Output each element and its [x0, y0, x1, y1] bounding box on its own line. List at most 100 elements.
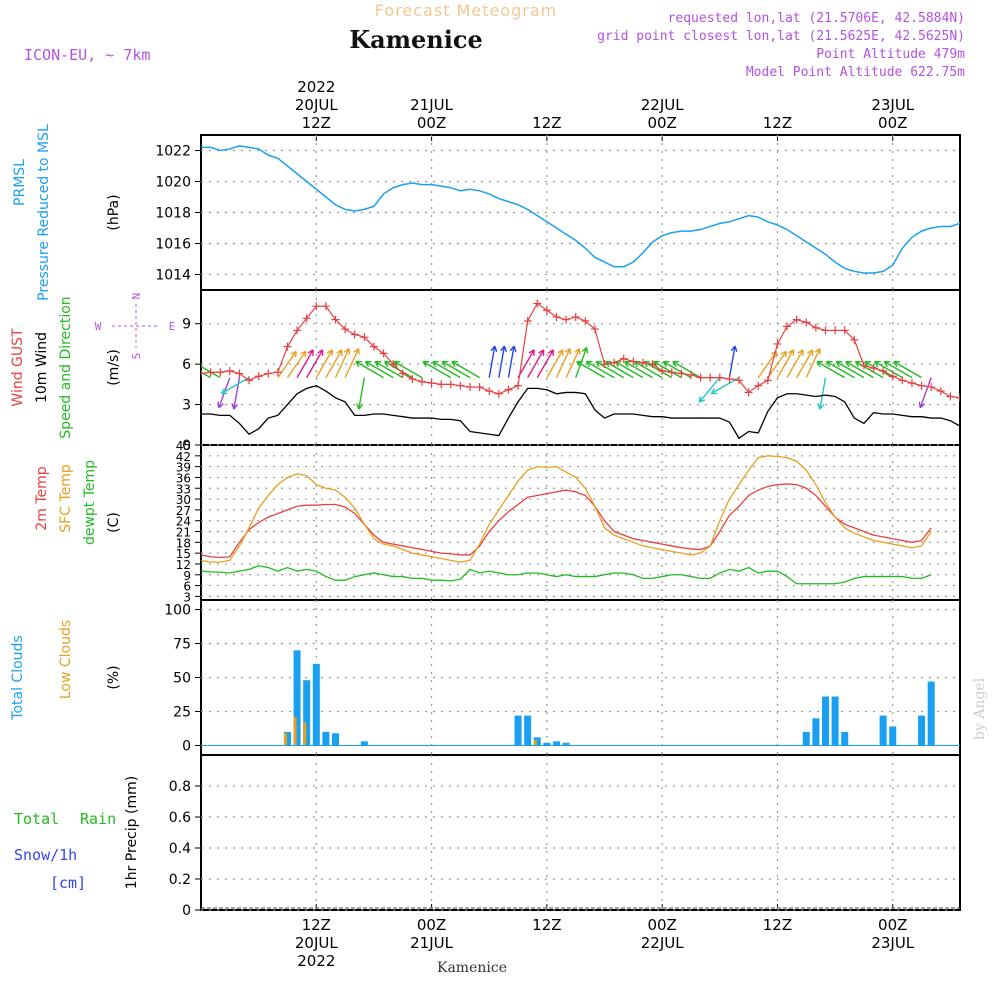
gust-marker: [533, 299, 542, 308]
bar-total-clouds: [524, 715, 532, 746]
wind-barb-shaft: [374, 361, 404, 379]
y-tick-label: 50: [173, 671, 191, 687]
y-tick-label: 18: [176, 536, 191, 550]
credit-watermark: by Angel: [972, 677, 988, 740]
bar-total-clouds: [812, 718, 820, 746]
bar-total-clouds: [543, 742, 551, 746]
gust-marker: [523, 317, 532, 325]
panel-clouds: 0 25 50 75 100 (%) Total Clouds Low Clouds: [10, 599, 961, 756]
gust-marker: [763, 376, 772, 385]
gust-marker: [312, 302, 321, 311]
gust-marker: [206, 368, 215, 377]
gust-marker: [245, 376, 254, 385]
y-tick-label: 0.2: [169, 872, 191, 888]
gust-marker: [201, 369, 205, 378]
series-label: Low Clouds: [58, 620, 74, 699]
gust-marker: [466, 383, 475, 392]
wind-barb-shaft: [624, 361, 653, 379]
wind-barb: [422, 360, 452, 379]
bottom-tick-label: 12Z: [302, 916, 331, 934]
y-axis-label: (C): [106, 512, 122, 533]
model-label: ICON-EU, ~ 7km: [24, 46, 150, 64]
y-tick-label: 33: [176, 482, 191, 496]
y-tick-label: 0.6: [169, 810, 191, 826]
wind-barb-shaft: [883, 361, 913, 379]
wind-barb-head: [300, 350, 307, 355]
series-label: Wind GUST: [10, 328, 26, 407]
gust-marker: [859, 361, 868, 370]
panel-frame: [200, 754, 961, 911]
gust-marker: [946, 392, 955, 401]
wind-barb: [672, 360, 701, 379]
top-tick-label: 12Z: [302, 114, 331, 132]
gust-marker: [686, 370, 695, 379]
top-tick-label: 2022: [297, 78, 335, 96]
bar-total-clouds: [360, 741, 368, 746]
bar-total-clouds: [802, 731, 810, 746]
series-label: dewpt Temp: [82, 460, 98, 545]
series-label: Snow/1h: [14, 846, 77, 864]
compass-w: W: [95, 320, 102, 333]
wind-barb-head: [384, 361, 389, 368]
wind-barb-shaft: [728, 345, 736, 378]
wind-barb-head: [353, 348, 360, 353]
wind-barb: [527, 349, 545, 378]
gust-marker: [648, 360, 657, 369]
wind-barb-shaft: [517, 349, 535, 378]
wind-barb-head: [528, 349, 535, 354]
y-tick-label: 1014: [155, 268, 191, 284]
wind-barb-shaft: [835, 361, 865, 379]
series-label: Total Clouds: [10, 635, 26, 720]
wind-barb-shaft: [845, 361, 874, 379]
wind-barb-shaft: [315, 349, 333, 378]
gust-marker: [667, 368, 676, 377]
compass-s: S: [130, 353, 143, 360]
wind-barb-shaft: [527, 349, 545, 378]
wind-barb-head: [343, 348, 350, 353]
gust-marker: [783, 322, 792, 331]
bar-total-clouds: [831, 696, 839, 746]
gust-marker: [610, 358, 619, 367]
bar-low-clouds: [293, 716, 297, 746]
y-tick-label: 15: [176, 547, 191, 561]
wind-barb-head: [734, 345, 738, 353]
wind-barb-head: [817, 403, 821, 410]
wind-barb: [576, 360, 605, 379]
gust-marker: [389, 360, 398, 369]
series-label: Rain: [80, 810, 116, 828]
bottom-tick-label: 2022: [297, 952, 335, 970]
wind-barb-head: [710, 388, 716, 394]
wind-barb-head: [358, 403, 364, 410]
bottom-tick-label: 21JUL: [410, 934, 453, 952]
gust-marker: [341, 325, 350, 334]
wind-barb-head: [364, 361, 370, 368]
gust-marker: [811, 323, 820, 332]
series-line-prmsl: [201, 145, 960, 274]
model-altitude: Model Point Altitude 622.75m: [746, 65, 965, 80]
y-tick-label: 3: [182, 398, 191, 414]
gust-marker: [850, 335, 859, 344]
bar-low-clouds: [533, 740, 537, 746]
wind-barb-head: [874, 361, 879, 368]
wind-barb: [575, 347, 589, 378]
wind-barb-shaft: [507, 345, 515, 378]
y-tick-label: 0: [182, 903, 191, 919]
gust-marker: [225, 366, 234, 375]
panel-pressure: 1014 1016 1018 1020 1022 (hPa) PRMSL Pressure R…: [12, 124, 961, 301]
y-tick-label: 1020: [155, 175, 191, 191]
bottom-tick-label: 22JUL: [641, 934, 684, 952]
wind-barb-shaft: [855, 361, 884, 379]
series-line-dewpt: [201, 565, 932, 585]
wind-barb-shaft: [565, 348, 581, 378]
wind-barb: [845, 360, 874, 379]
wind-barb-shaft: [805, 348, 821, 378]
gust-marker: [898, 376, 907, 385]
series-line-gust: [201, 302, 960, 399]
wind-barb: [565, 348, 581, 378]
gust-marker: [600, 360, 609, 369]
gust-marker: [264, 369, 273, 378]
wind-barb: [517, 349, 535, 378]
wind-barb-head: [854, 361, 860, 368]
